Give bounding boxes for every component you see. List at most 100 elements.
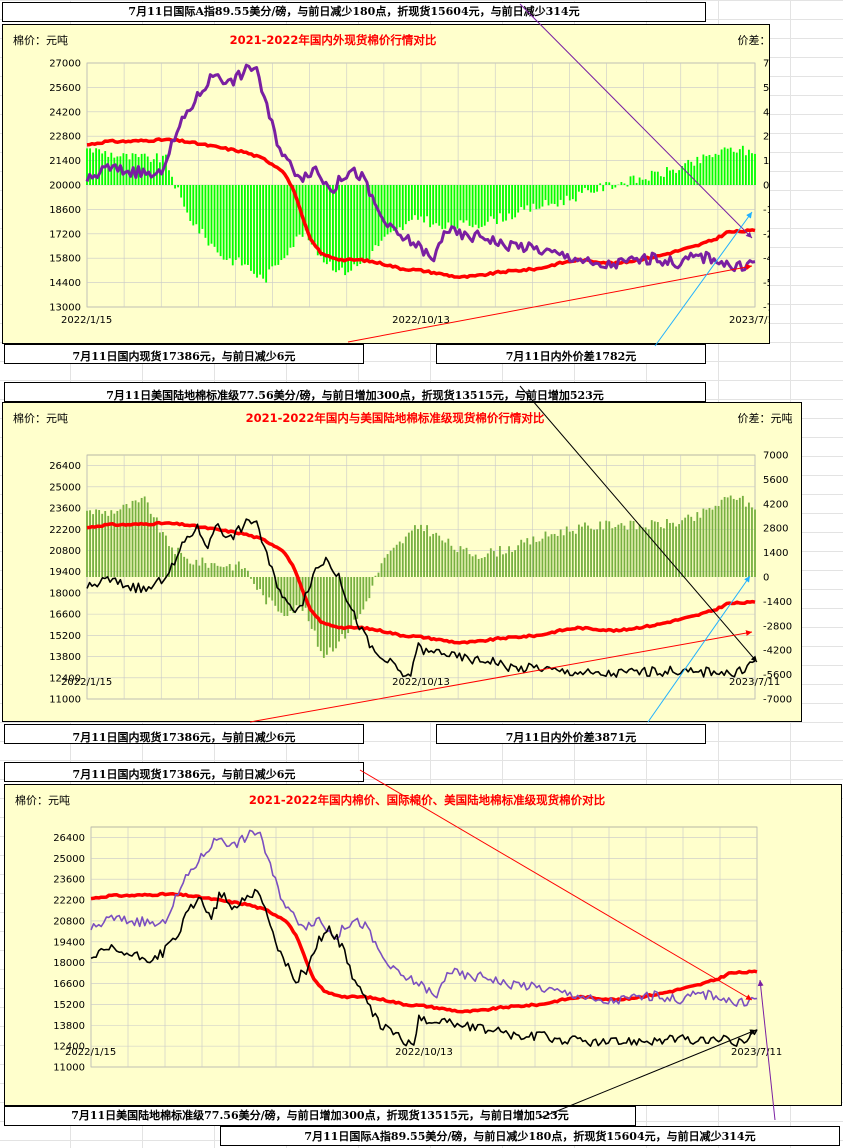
- spread-bar: [647, 180, 650, 185]
- spread-bar: [134, 153, 137, 185]
- spread-bar: [146, 156, 149, 185]
- spread-bar: [662, 528, 665, 577]
- spread-bar: [410, 530, 413, 577]
- spread-bar: [210, 185, 213, 244]
- spread-bar: [741, 495, 744, 577]
- spread-bar: [705, 156, 708, 185]
- y-tick-label-right: -1400: [763, 597, 792, 608]
- spread-bar: [368, 185, 371, 260]
- spread-bar: [659, 176, 662, 185]
- spread-bar: [423, 185, 425, 223]
- spread-bar: [161, 531, 164, 577]
- spread-bar: [744, 155, 747, 185]
- spread-bar: [347, 185, 350, 273]
- spread-bar: [319, 577, 322, 652]
- spread-bar: [632, 521, 635, 577]
- spread-bar: [647, 529, 650, 577]
- spread-bar: [110, 510, 113, 577]
- chart-panel-domestic-vs-intl: 2021-2022年国内外现货棉价行情对比 棉价：元吨 价差：元吨 13000 1440…: [2, 24, 793, 344]
- spread-bar: [228, 564, 231, 577]
- spread-bar: [635, 182, 638, 185]
- spread-bar: [328, 185, 331, 262]
- spread-bar: [659, 527, 662, 577]
- spread-bar: [341, 185, 343, 268]
- spread-bar: [195, 185, 198, 225]
- spread-bar: [523, 542, 526, 577]
- spread-bar: [101, 513, 104, 577]
- spread-bar: [599, 183, 602, 185]
- spread-bar: [201, 557, 204, 577]
- spread-bar: [168, 170, 170, 185]
- spread-bar: [653, 521, 656, 577]
- spread-bar: [483, 557, 486, 577]
- spread-bar: [714, 153, 717, 185]
- spread-bar: [165, 535, 167, 577]
- spread-bar: [152, 517, 155, 577]
- spread-bar: [584, 522, 586, 577]
- spread-bar: [134, 500, 137, 577]
- spread-bar: [681, 166, 684, 185]
- spread-bar: [149, 513, 152, 577]
- spread-bar: [341, 577, 343, 635]
- spread-bar: [155, 517, 158, 577]
- spread-bar: [447, 538, 450, 577]
- spread-bar: [720, 149, 723, 185]
- spread-bar: [593, 185, 595, 193]
- spread-bar: [702, 508, 705, 577]
- spread-bar: [98, 510, 101, 577]
- spread-bar: [183, 556, 186, 577]
- spread-bar: [301, 185, 304, 237]
- spread-bar: [626, 529, 629, 577]
- y-tick-label-left: 14400: [49, 278, 81, 289]
- spread-bar: [359, 577, 362, 615]
- spread-bar: [237, 561, 240, 577]
- spread-bar: [590, 528, 592, 577]
- spread-bar: [383, 557, 386, 577]
- spread-bar: [410, 185, 413, 220]
- spread-bar: [444, 542, 447, 577]
- y-axis-label-right: 价差：元吨: [738, 411, 793, 425]
- spread-bar: [234, 564, 237, 577]
- spread-bar: [332, 577, 334, 652]
- spread-bar: [216, 185, 219, 253]
- spread-bar: [177, 547, 180, 577]
- spread-bar: [298, 577, 301, 606]
- spread-bar: [356, 577, 359, 619]
- spread-bar: [459, 546, 462, 577]
- spread-bar: [726, 497, 729, 577]
- spread-bar: [219, 185, 222, 257]
- spread-bar: [392, 547, 395, 577]
- spread-bar: [95, 509, 98, 577]
- spread-bar: [532, 185, 535, 204]
- spread-bar: [738, 497, 741, 577]
- y-tick-label-left: 15200: [49, 631, 81, 642]
- spread-bar: [465, 547, 468, 577]
- y-tick-label-left: 16600: [49, 610, 81, 621]
- spread-bar: [374, 185, 377, 246]
- spread-bar: [590, 185, 592, 193]
- spread-bar: [523, 185, 526, 210]
- spread-bar: [174, 185, 176, 189]
- spread-bar: [574, 185, 577, 202]
- x-tick-label: 2022/1/15: [65, 1047, 116, 1058]
- y-tick-label-right: -2800: [763, 229, 769, 240]
- spread-bar: [277, 185, 280, 265]
- spread-bar: [474, 185, 477, 225]
- spread-bar: [332, 185, 334, 271]
- spread-bar: [526, 185, 529, 206]
- spread-bar: [277, 577, 280, 612]
- y-tick-label-left: 24200: [49, 107, 81, 118]
- x-tick-label: 2023/7/11: [729, 315, 769, 326]
- y-tick-label-left: 13800: [53, 1021, 85, 1032]
- spread-bar: [404, 536, 407, 577]
- domestic-spot-note-3: 7月11日国内现货17386元，与前日减少6元: [4, 762, 364, 782]
- spread-bar: [529, 544, 532, 577]
- spread-bar: [538, 541, 541, 577]
- spread-bar: [295, 185, 298, 237]
- y-tick-label-left: 20800: [53, 916, 85, 927]
- spread-bar: [389, 550, 392, 577]
- spread-bar: [414, 185, 416, 216]
- y-tick-label-right: -7000: [763, 695, 792, 706]
- spread-bar: [119, 509, 122, 577]
- spread-bar: [502, 185, 504, 222]
